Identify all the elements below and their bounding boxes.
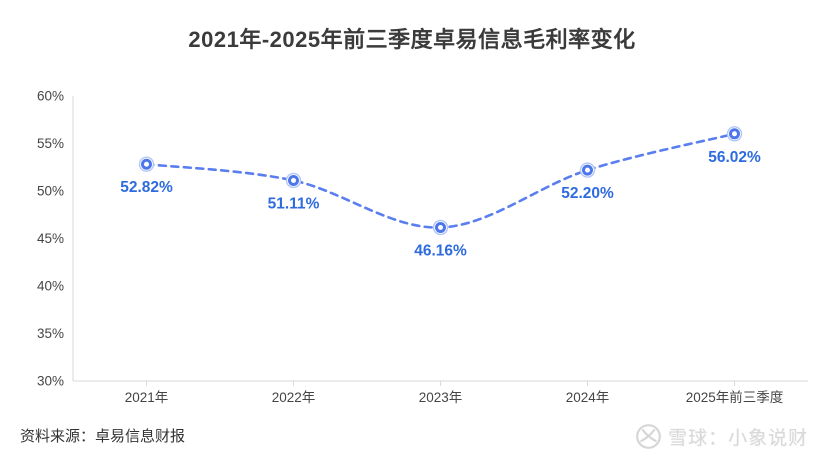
- data-point-label: 56.02%: [708, 149, 761, 166]
- y-axis-tick-label: 60%: [37, 89, 64, 104]
- y-axis-tick-label: 45%: [37, 231, 64, 246]
- y-axis-tick-label: 55%: [37, 136, 64, 151]
- x-axis-tick-label: 2022年: [272, 390, 316, 405]
- y-axis-tick-label: 40%: [37, 279, 64, 294]
- y-axis-tick-label: 50%: [37, 184, 64, 199]
- y-axis-tick-label: 30%: [37, 374, 64, 389]
- y-axis-tick-label: 35%: [37, 326, 64, 341]
- x-axis-tick-label: 2024年: [566, 390, 610, 405]
- data-point-marker: [288, 174, 299, 186]
- data-point-label: 52.82%: [120, 179, 173, 196]
- x-axis-tick-label: 2021年: [125, 390, 169, 405]
- chart-title: 2021年-2025年前三季度卓易信息毛利率变化: [188, 27, 636, 52]
- data-point-label: 51.11%: [268, 195, 320, 212]
- watermark: 雪球：小象说财: [635, 423, 808, 450]
- data-point-marker: [141, 158, 152, 170]
- data-point-marker: [435, 221, 446, 233]
- source-note: 资料来源：卓易信息财报: [20, 428, 186, 445]
- data-point-marker: [729, 128, 740, 140]
- watermark-brand: 雪球：小象说财: [667, 428, 808, 449]
- x-axis-tick-label: 2023年: [419, 390, 463, 405]
- data-point-label: 46.16%: [414, 242, 467, 259]
- xueqiu-logo-icon: [636, 424, 661, 449]
- data-point-marker: [582, 164, 593, 176]
- data-point-label: 52.20%: [561, 185, 614, 202]
- trend-line: [145, 132, 736, 229]
- x-axis-tick-label: 2025年前三季度: [686, 389, 784, 405]
